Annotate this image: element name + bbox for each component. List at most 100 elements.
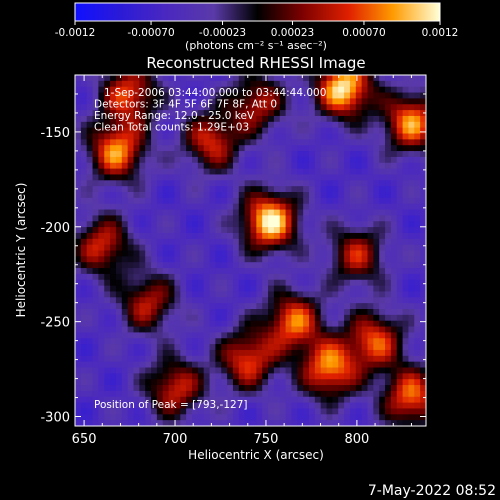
heatmap-cell xyxy=(92,414,99,421)
heatmap-cell xyxy=(180,156,187,164)
heatmap-cell xyxy=(221,127,228,134)
heatmap-cell xyxy=(215,203,222,210)
heatmap-cell xyxy=(379,232,386,240)
heatmap-cell xyxy=(186,244,193,251)
heatmap-cell xyxy=(309,385,316,392)
heatmap-cell xyxy=(326,115,333,123)
heatmap-cell xyxy=(414,379,421,386)
heatmap-cell xyxy=(338,297,345,304)
heatmap-cell xyxy=(402,344,409,351)
heatmap-cell xyxy=(420,104,426,111)
heatmap-cell xyxy=(291,151,298,158)
heatmap-cell xyxy=(367,156,374,164)
heatmap-cell xyxy=(390,355,398,363)
heatmap-cell xyxy=(180,320,187,327)
heatmap-cell xyxy=(215,408,222,415)
heatmap-cell xyxy=(373,104,380,111)
heatmap-cell xyxy=(297,174,304,181)
x-tick-label: 800 xyxy=(344,432,369,447)
heatmap-cell xyxy=(332,279,339,286)
heatmap-cell xyxy=(297,326,304,333)
heatmap-cell xyxy=(75,279,82,286)
heatmap-cell xyxy=(209,197,216,205)
heatmap-cell xyxy=(133,238,140,246)
heatmap-cell xyxy=(268,361,275,368)
heatmap-cell xyxy=(104,273,111,281)
heatmap-cell xyxy=(168,156,175,164)
heatmap-cell xyxy=(98,86,105,93)
heatmap-cell xyxy=(227,414,234,421)
heatmap-cell xyxy=(209,221,216,228)
heatmap-cell xyxy=(332,414,339,421)
heatmap-cell xyxy=(215,174,222,181)
heatmap-cell xyxy=(215,396,222,403)
heatmap-cell xyxy=(244,355,251,363)
heatmap-cell xyxy=(367,215,374,222)
heatmap-cell xyxy=(209,238,216,246)
heatmap-cell xyxy=(192,215,199,222)
heatmap-cell xyxy=(420,203,426,210)
heatmap-cell xyxy=(291,349,298,357)
heatmap-cell xyxy=(127,121,134,129)
heatmap-cell xyxy=(162,332,169,339)
heatmap-cell xyxy=(104,203,111,210)
heatmap-cell xyxy=(309,402,316,409)
heatmap-cell xyxy=(420,80,426,88)
heatmap-cell xyxy=(414,197,421,205)
heatmap-cell xyxy=(268,238,275,246)
heatmap-cell xyxy=(338,326,345,333)
heatmap-cell xyxy=(110,227,117,234)
heatmap-cell xyxy=(349,244,357,251)
heatmap-cell xyxy=(168,139,175,146)
heatmap-cell xyxy=(133,139,140,146)
heatmap-cell xyxy=(215,151,222,158)
heatmap-cell xyxy=(127,297,134,304)
heatmap-cell xyxy=(209,104,216,111)
heatmap-cell xyxy=(338,221,345,228)
heatmap-cell xyxy=(291,75,298,82)
heatmap-cell xyxy=(373,215,380,222)
heatmap-cell xyxy=(174,145,181,152)
heatmap-cell xyxy=(396,297,403,304)
heatmap-cell xyxy=(367,361,374,368)
heatmap-cell xyxy=(273,162,281,169)
heatmap-cell xyxy=(349,344,357,351)
heatmap-cell xyxy=(121,133,129,140)
heatmap-cell xyxy=(303,414,310,421)
heatmap-cell xyxy=(420,121,426,129)
heatmap-cell xyxy=(279,385,286,392)
heatmap-cell xyxy=(262,309,269,316)
heatmap-cell xyxy=(355,291,363,298)
heatmap-cell xyxy=(291,121,298,129)
heatmap-cell xyxy=(309,268,316,275)
heatmap-cell xyxy=(390,279,398,286)
heatmap-cell xyxy=(396,86,403,93)
heatmap-cell xyxy=(402,309,409,316)
heatmap-cell xyxy=(390,273,398,281)
heatmap-cell xyxy=(396,110,403,117)
heatmap-cell xyxy=(139,197,146,205)
heatmap-cell xyxy=(338,279,345,286)
heatmap-cell xyxy=(402,98,409,105)
heatmap-cell xyxy=(390,385,398,392)
heatmap-cell xyxy=(121,197,129,205)
heatmap-cell xyxy=(338,145,345,152)
heatmap-cell xyxy=(203,396,210,403)
heatmap-cell xyxy=(127,115,134,123)
heatmap-cell xyxy=(355,133,363,140)
heatmap-cell xyxy=(291,192,298,199)
heatmap-cell xyxy=(104,338,111,345)
heatmap-cell xyxy=(145,209,152,216)
heatmap-cell xyxy=(297,232,304,240)
heatmap-cell xyxy=(139,98,146,105)
heatmap-cell xyxy=(186,285,193,292)
heatmap-cell xyxy=(145,168,152,175)
heatmap-cell xyxy=(133,92,140,99)
heatmap-cell xyxy=(110,156,117,164)
heatmap-cell xyxy=(314,133,322,140)
heatmap-cell xyxy=(244,180,251,187)
heatmap-cell xyxy=(127,320,134,327)
heatmap-cell xyxy=(279,98,286,105)
heatmap-cell xyxy=(145,373,152,380)
heatmap-cell xyxy=(92,268,99,275)
